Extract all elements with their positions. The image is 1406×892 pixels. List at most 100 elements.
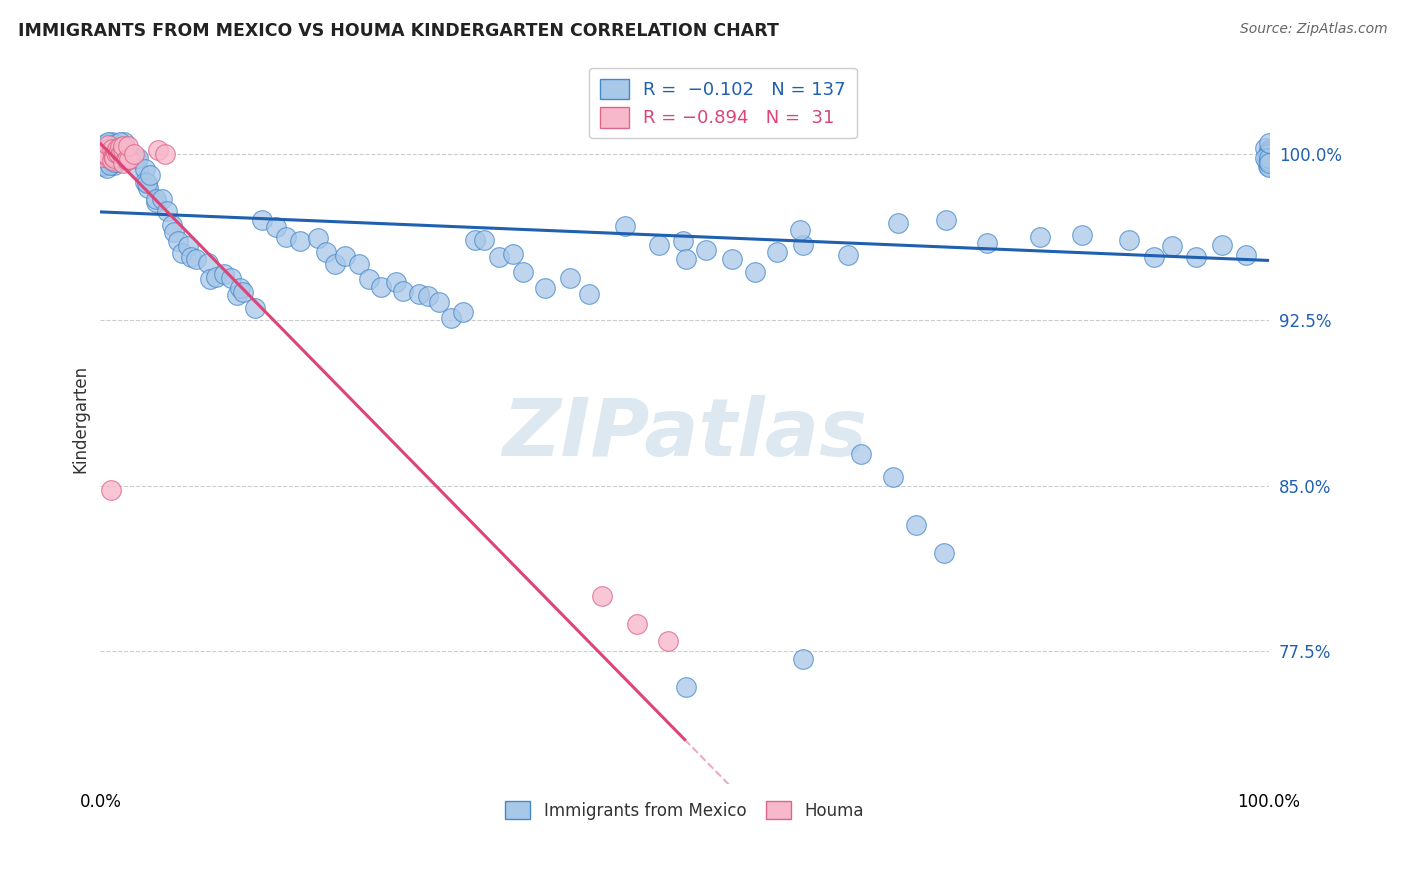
Point xyxy=(153,146,176,161)
Point xyxy=(464,233,486,247)
Point xyxy=(98,158,121,172)
Point xyxy=(115,146,138,161)
Point xyxy=(162,218,184,232)
Point xyxy=(134,175,156,189)
Point xyxy=(108,136,131,150)
Point xyxy=(146,143,169,157)
Point xyxy=(167,234,190,248)
Point xyxy=(675,680,697,694)
Point xyxy=(226,288,249,302)
Point xyxy=(232,285,254,300)
Point xyxy=(744,265,766,279)
Point xyxy=(172,246,194,260)
Point xyxy=(1070,228,1092,243)
Point xyxy=(93,146,115,161)
Point xyxy=(1257,147,1279,161)
Point xyxy=(392,284,415,298)
Point xyxy=(104,147,127,161)
Point xyxy=(200,272,222,286)
Point xyxy=(766,245,789,260)
Point xyxy=(1254,141,1277,155)
Point xyxy=(229,281,252,295)
Point xyxy=(204,270,226,285)
Point xyxy=(932,546,955,560)
Point xyxy=(1118,233,1140,247)
Point xyxy=(136,177,159,191)
Point xyxy=(101,142,124,156)
Point xyxy=(150,192,173,206)
Point xyxy=(451,305,474,319)
Point xyxy=(103,146,125,161)
Point xyxy=(357,271,380,285)
Y-axis label: Kindergarten: Kindergarten xyxy=(72,366,89,474)
Point xyxy=(440,310,463,325)
Point xyxy=(103,145,125,160)
Point xyxy=(792,652,814,666)
Point xyxy=(97,149,120,163)
Point xyxy=(488,251,510,265)
Point xyxy=(626,617,648,632)
Point xyxy=(1258,151,1281,165)
Point xyxy=(139,168,162,182)
Point xyxy=(145,192,167,206)
Point xyxy=(333,248,356,262)
Point xyxy=(219,270,242,285)
Point xyxy=(104,145,127,160)
Point xyxy=(789,223,811,237)
Point xyxy=(290,234,312,248)
Point xyxy=(115,152,138,166)
Legend: Immigrants from Mexico, Houma: Immigrants from Mexico, Houma xyxy=(499,795,870,826)
Point xyxy=(315,244,337,259)
Point xyxy=(91,159,114,173)
Point xyxy=(101,136,124,150)
Point xyxy=(250,213,273,227)
Point xyxy=(1185,250,1208,264)
Point xyxy=(695,243,717,257)
Point xyxy=(671,234,693,248)
Point xyxy=(197,256,219,270)
Point xyxy=(385,276,408,290)
Point xyxy=(91,150,114,164)
Point xyxy=(134,161,156,176)
Point xyxy=(502,247,524,261)
Point xyxy=(105,146,128,161)
Point xyxy=(1211,237,1233,252)
Point xyxy=(115,148,138,162)
Point xyxy=(427,294,450,309)
Point xyxy=(97,140,120,154)
Point xyxy=(512,265,534,279)
Point xyxy=(1253,152,1275,166)
Point xyxy=(91,145,114,160)
Point xyxy=(110,149,132,163)
Point xyxy=(127,162,149,177)
Point xyxy=(935,213,957,227)
Point xyxy=(136,180,159,194)
Point xyxy=(112,156,135,170)
Point xyxy=(111,139,134,153)
Point xyxy=(657,633,679,648)
Point xyxy=(1160,239,1182,253)
Point xyxy=(307,231,329,245)
Point xyxy=(145,194,167,209)
Point xyxy=(117,146,139,161)
Point xyxy=(105,142,128,156)
Point xyxy=(613,219,636,234)
Point xyxy=(108,140,131,154)
Point xyxy=(1234,248,1257,262)
Point xyxy=(792,237,814,252)
Point xyxy=(1258,145,1281,160)
Point xyxy=(105,155,128,169)
Point xyxy=(100,150,122,164)
Point xyxy=(127,151,149,165)
Point xyxy=(96,146,118,161)
Point xyxy=(184,252,207,266)
Point xyxy=(103,158,125,172)
Point xyxy=(97,138,120,153)
Point xyxy=(163,225,186,239)
Point xyxy=(1258,156,1281,170)
Point xyxy=(111,145,134,160)
Point xyxy=(1256,151,1278,165)
Point xyxy=(472,233,495,247)
Point xyxy=(1257,159,1279,173)
Point xyxy=(118,152,141,166)
